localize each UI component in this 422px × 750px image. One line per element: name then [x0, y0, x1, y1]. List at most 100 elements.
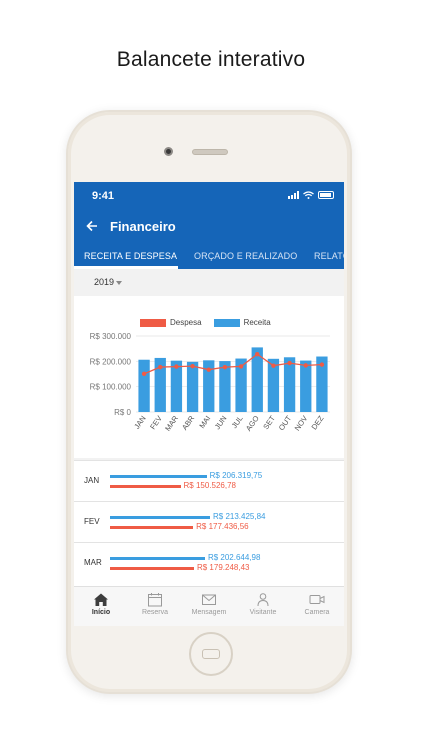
nav-label: Reserva: [141, 609, 169, 616]
signal-icon: [288, 191, 299, 199]
nav-inicio[interactable]: Início: [74, 592, 128, 616]
y-tick-label: R$ 200.000: [90, 357, 132, 366]
receita-bar: [316, 356, 328, 412]
despesa-point: [222, 364, 228, 370]
despesa-point: [271, 363, 276, 368]
nav-mensagem[interactable]: Mensagem: [182, 592, 236, 616]
nav-visitante[interactable]: Visitante: [236, 592, 290, 616]
despesa-point: [303, 363, 308, 368]
summary-row-fev[interactable]: FEV R$ 213.425,84 R$ 177.436,56: [74, 501, 344, 542]
receita-bar: [110, 557, 205, 560]
despesa-bar: [110, 567, 194, 570]
home-button[interactable]: [189, 632, 233, 676]
nav-label: Início: [91, 609, 111, 616]
calendar-icon: [148, 593, 162, 607]
tab-receita-despesa[interactable]: RECEITA E DESPESA: [84, 251, 178, 261]
x-tick-label: MAR: [163, 414, 180, 433]
wifi-icon: [303, 191, 314, 199]
year-select[interactable]: 2019: [94, 277, 115, 287]
x-tick-label: MAI: [197, 414, 212, 430]
year-filter-row: 2019: [74, 269, 344, 294]
receita-bar: [110, 516, 210, 519]
battery-icon: [318, 191, 334, 199]
x-tick-label: JUL: [230, 414, 245, 430]
receita-bar: [251, 347, 263, 412]
x-tick-label: OUT: [277, 414, 294, 432]
visitor-icon: [257, 593, 269, 607]
nav-label: Visitante: [249, 609, 277, 616]
tab-bar: RECEITA E DESPESA ORÇADO E REALIZADO REL…: [74, 242, 344, 269]
x-tick-label: ABR: [180, 414, 197, 432]
back-arrow-icon[interactable]: [82, 216, 102, 236]
receita-bar: [203, 360, 215, 412]
despesa-point: [158, 364, 163, 370]
front-camera: [164, 147, 173, 156]
despesa-point: [319, 362, 325, 367]
despesa-value: R$ 179.248,43: [196, 563, 250, 572]
despesa-point: [255, 352, 260, 357]
despesa-bar: [110, 485, 181, 488]
despesa-point: [206, 367, 211, 372]
active-tab-indicator: [74, 266, 178, 269]
chart-legend: Despesa Receita: [140, 318, 271, 327]
earpiece-speaker: [192, 149, 228, 155]
receita-bar: [170, 360, 183, 412]
nav-reserva[interactable]: Reserva: [128, 592, 182, 616]
receita-value: R$ 206.319,75: [209, 471, 263, 480]
legend-label-despesa: Despesa: [170, 318, 202, 327]
summary-row-mar[interactable]: MAR R$ 202.644,98 R$ 179.248,43: [74, 542, 344, 583]
nav-label: Camera: [304, 609, 330, 616]
despesa-point: [174, 364, 179, 369]
y-tick-label: R$ 100.000: [90, 383, 132, 392]
legend-swatch-receita: [213, 318, 240, 327]
x-tick-label: JUN: [213, 414, 229, 431]
receita-bar: [138, 359, 150, 412]
camera-icon: [309, 595, 325, 604]
despesa-value: R$ 177.436,56: [196, 522, 249, 531]
receita-value: R$ 202.644,98: [207, 553, 261, 562]
receita-bar: [283, 357, 296, 412]
x-tick-label: SET: [261, 414, 277, 431]
app-screen: 9:41 Financeiro RECEITA E DESPESA ORÇADO…: [74, 182, 344, 626]
despesa-point: [238, 364, 244, 369]
x-tick-label: AGO: [244, 414, 261, 433]
nav-camera[interactable]: Camera: [290, 592, 344, 616]
summary-month: FEV: [84, 517, 100, 526]
app-bar: Financeiro: [74, 210, 344, 242]
status-bar: 9:41: [74, 182, 344, 210]
tab-orcado-realizado[interactable]: ORÇADO E REALIZADO: [194, 251, 298, 261]
nav-label: Mensagem: [191, 609, 227, 616]
legend-swatch-despesa: [140, 318, 166, 327]
legend-item-despesa[interactable]: Despesa: [140, 318, 202, 327]
home-button-icon: [202, 649, 220, 659]
bottom-navigation: Início Reserva Mensagem Visitante: [74, 586, 344, 626]
mail-icon: [202, 594, 216, 605]
despesa-point: [287, 360, 292, 366]
chart-card: Despesa Receita R$ 300.000 R$ 200.000 R$ 1…: [74, 296, 344, 458]
receita-bar: [300, 360, 312, 412]
y-tick-label: R$ 300.000: [90, 332, 132, 341]
status-icons: [288, 191, 334, 199]
despesa-value: R$ 150.526,78: [183, 481, 237, 490]
x-tick-label: JAN: [132, 414, 148, 431]
page-title: Financeiro: [110, 219, 176, 234]
summary-row-jan[interactable]: JAN R$ 206.319,75 R$ 150.526,78: [74, 460, 344, 501]
x-tick-label: NOV: [293, 414, 310, 432]
receita-bar: [186, 361, 199, 412]
receita-value: R$ 213.425,84: [213, 512, 266, 521]
receita-bar: [219, 361, 231, 412]
receita-bar: [154, 357, 166, 412]
summary-month: MAR: [84, 558, 102, 567]
chevron-down-icon[interactable]: [116, 281, 122, 285]
promo-headline: Balancete interativo: [116, 48, 306, 71]
legend-item-receita[interactable]: Receita: [213, 318, 271, 327]
despesa-point: [190, 363, 195, 369]
legend-label-receita: Receita: [243, 318, 271, 327]
despesa-line: [143, 353, 322, 375]
despesa-bar: [110, 526, 194, 529]
summary-month: JAN: [84, 476, 100, 485]
tab-relatorio[interactable]: RELATÓ: [314, 251, 344, 261]
receita-bar: [235, 358, 247, 412]
x-tick-label: DEZ: [310, 414, 326, 432]
